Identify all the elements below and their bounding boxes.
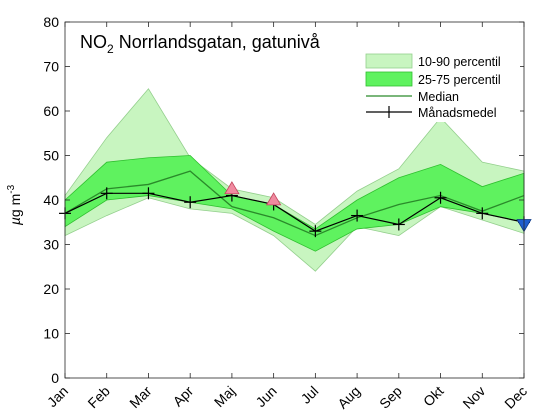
point-månadsmedel-jul bbox=[309, 225, 322, 238]
y-tick-label: 70 bbox=[43, 59, 59, 75]
line-median bbox=[64, 170, 525, 237]
x-tick-label: Okt bbox=[420, 383, 447, 410]
y-tick-label: 20 bbox=[43, 281, 59, 297]
y-tick-label: 40 bbox=[43, 192, 59, 208]
x-tick-label: Jun bbox=[252, 383, 279, 410]
y-tick-label: 30 bbox=[43, 237, 59, 253]
y-tick-label: 50 bbox=[43, 148, 59, 164]
marker-triangle-up-jun bbox=[265, 192, 282, 206]
x-tick-label: Jul bbox=[298, 383, 322, 407]
point-månadsmedel-okt bbox=[434, 191, 447, 204]
x-tick-label: Mar bbox=[126, 383, 155, 412]
x-tick-label: Aug bbox=[334, 383, 363, 412]
point-månadsmedel-mar bbox=[142, 187, 155, 200]
legend-label-10-90: 10-90 percentil bbox=[418, 55, 501, 69]
y-axis-label: µg m-3 bbox=[6, 184, 23, 225]
point-månadsmedel-aug bbox=[351, 209, 364, 222]
marker-triangle-up-maj bbox=[224, 181, 240, 195]
y-tick-label: 0 bbox=[51, 370, 59, 386]
y-tick-label: 10 bbox=[43, 326, 59, 342]
legend-swatch-25-75 bbox=[365, 71, 413, 87]
line-månadsmedel bbox=[64, 192, 525, 232]
y-tick-label: 80 bbox=[43, 14, 59, 30]
legend: 10-90 percentil 25-75 percentil Median M… bbox=[360, 50, 520, 122]
point-månadsmedel-feb bbox=[100, 187, 113, 200]
chart-title: NO2 Norrlandsgatan, gatunivå bbox=[80, 32, 321, 56]
point-månadsmedel-sep bbox=[392, 218, 405, 231]
legend-swatch-10-90 bbox=[365, 53, 413, 69]
plot-area bbox=[59, 88, 532, 272]
x-tick-label: Nov bbox=[459, 383, 488, 412]
x-tick-label: Feb bbox=[84, 383, 113, 412]
x-tick-label: Sep bbox=[376, 383, 405, 412]
y-tick-label: 60 bbox=[43, 103, 59, 119]
point-månadsmedel-nov bbox=[476, 207, 489, 220]
x-tick-label: Jan bbox=[44, 383, 71, 410]
legend-label-monthly-mean: Månadsmedel bbox=[418, 106, 497, 120]
point-månadsmedel-apr bbox=[184, 196, 197, 209]
x-tick-label: Maj bbox=[211, 383, 238, 410]
legend-label-median: Median bbox=[418, 90, 459, 104]
legend-label-25-75: 25-75 percentil bbox=[418, 73, 501, 87]
x-tick-label: Dec bbox=[501, 383, 530, 412]
x-tick-label: Apr bbox=[170, 383, 197, 410]
